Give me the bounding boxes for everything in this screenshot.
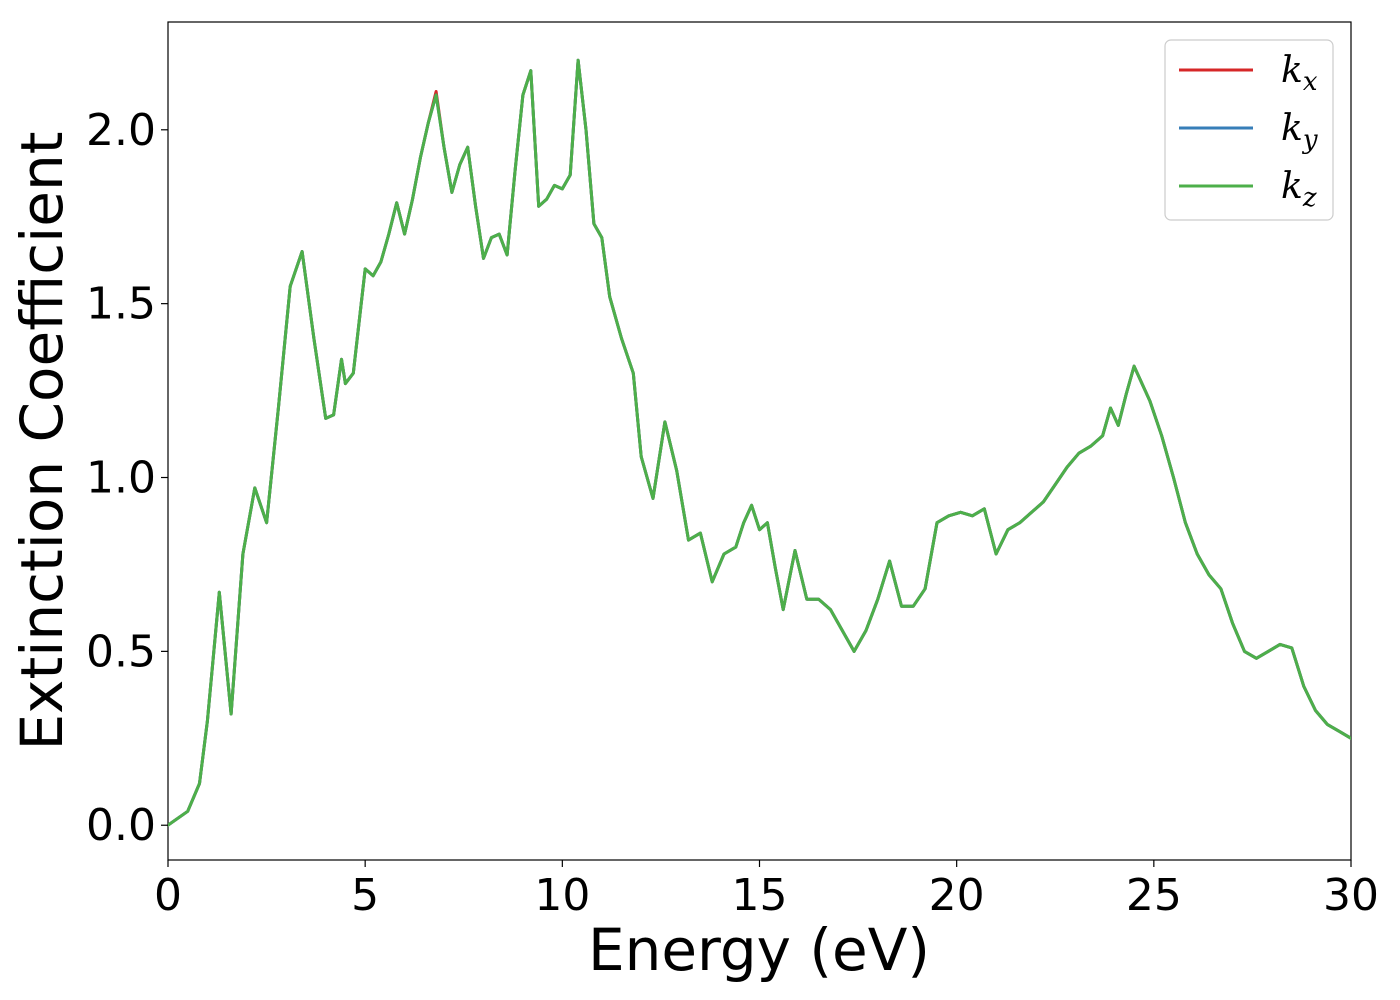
legend-label-kx: kx — [1281, 50, 1318, 97]
ticks-layer: 0 5 10 15 20 25 30 0.0 0.5 1.0 1.5 2.0 — [86, 105, 1379, 921]
x-tick-label: 20 — [929, 870, 985, 921]
y-tick-label: 1.0 — [86, 453, 156, 504]
y-tick-label: 0.5 — [86, 626, 156, 677]
x-tick-label: 5 — [351, 870, 379, 921]
x-axis-label: Energy (eV) — [588, 916, 930, 984]
x-tick-label: 30 — [1323, 870, 1379, 921]
x-tick-label: 15 — [732, 870, 788, 921]
legend: kx ky kz — [1164, 39, 1334, 221]
y-tick-label: 2.0 — [86, 105, 156, 156]
legend-label-kz: kz — [1281, 166, 1317, 213]
x-tick-label: 0 — [154, 870, 182, 921]
series-line-kz — [168, 58, 1351, 827]
y-tick-label: 0.0 — [86, 800, 156, 851]
legend-box — [1164, 39, 1334, 221]
series-layer — [168, 58, 1351, 827]
x-tick-label: 25 — [1126, 870, 1182, 921]
y-tick-label: 1.5 — [86, 279, 156, 330]
legend-label-ky: ky — [1281, 108, 1318, 155]
x-tick-label: 10 — [534, 870, 590, 921]
y-axis-label: Extinction Coefficient — [8, 132, 76, 751]
